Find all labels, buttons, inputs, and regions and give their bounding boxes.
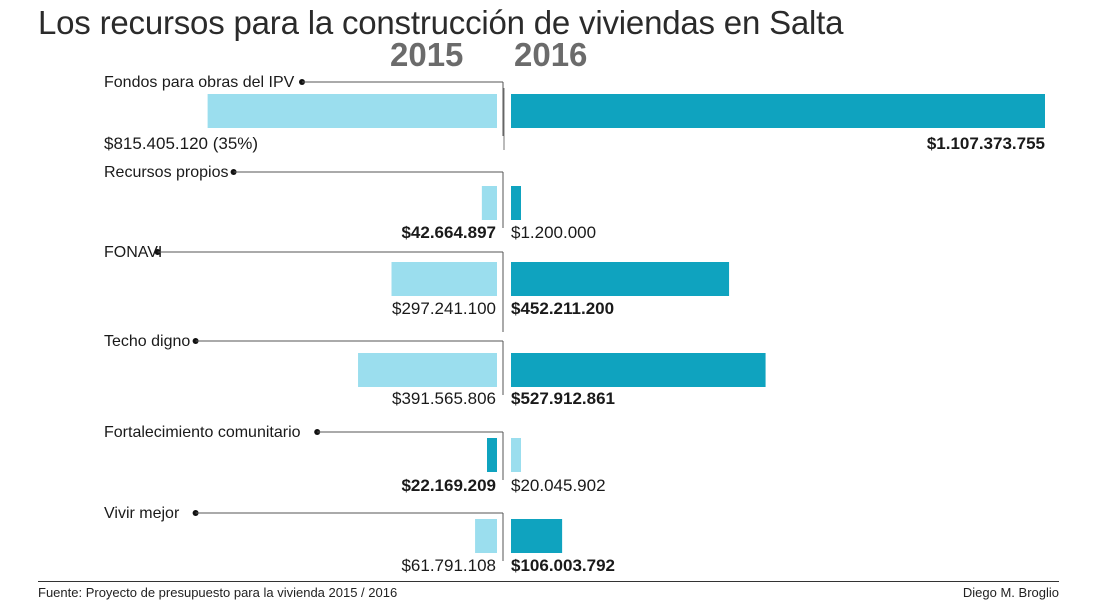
category-label: Recursos propios — [104, 164, 229, 181]
source-note: Fuente: Proyecto de presupuesto para la … — [38, 585, 398, 600]
bar-2016 — [511, 262, 730, 296]
value-label-2015: $42.664.897 — [401, 223, 496, 242]
bar-2015 — [487, 438, 497, 472]
value-label-2016: $452.211.200 — [511, 299, 614, 318]
bar-2016 — [511, 519, 563, 553]
bar-2015 — [481, 186, 497, 220]
chart-title: Los recursos para la construcción de viv… — [38, 4, 844, 41]
category-label: Fortalecimiento comunitario — [104, 424, 301, 441]
category-label: Fondos para obras del IPV — [104, 74, 295, 91]
category-label: Techo digno — [104, 333, 190, 350]
value-label-2016: $1.200.000 — [511, 223, 596, 242]
author-credit: Diego M. Broglio — [962, 585, 1059, 600]
year-2015-heading: 2015 — [390, 36, 464, 73]
year-2016-heading: 2016 — [514, 36, 588, 73]
value-label-2016: $527.912.861 — [511, 389, 615, 408]
bar-2015 — [207, 94, 497, 128]
bar-2015 — [391, 262, 497, 296]
value-label-2016: $20.045.902 — [511, 476, 606, 495]
bar-2016 — [511, 353, 766, 387]
bar-2015 — [358, 353, 497, 387]
value-label-2016: $1.107.373.755 — [927, 134, 1045, 153]
value-label-2015: $61.791.108 — [401, 556, 496, 575]
bar-2015 — [475, 519, 497, 553]
category-label: Vivir mejor — [104, 505, 180, 522]
value-label-2015: $391.565.806 — [392, 389, 496, 408]
value-label-2015: $22.169.209 — [401, 476, 496, 495]
bar-2016 — [511, 438, 521, 472]
value-label-2015: $815.405.120 (35%) — [104, 134, 258, 153]
category-label: FONAVI — [104, 244, 162, 261]
value-label-2015: $297.241.100 — [392, 299, 496, 318]
footer-divider — [38, 581, 1059, 582]
bar-2016 — [511, 186, 521, 220]
bar-2016 — [511, 94, 1045, 128]
value-label-2016: $106.003.792 — [511, 556, 615, 575]
